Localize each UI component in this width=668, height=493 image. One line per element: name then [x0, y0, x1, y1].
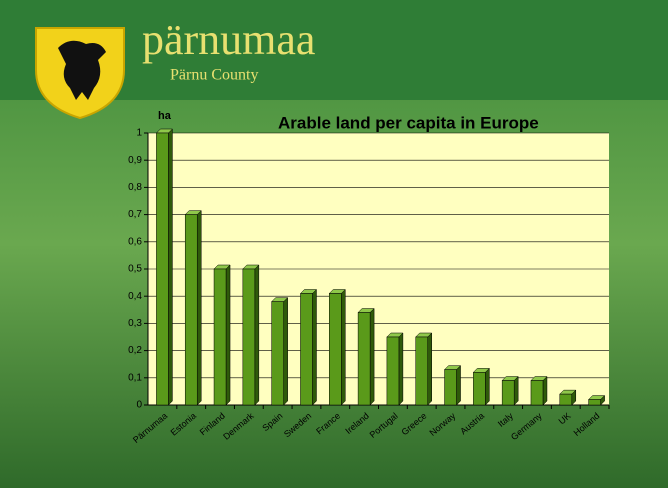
header-title: pärnumaa — [142, 15, 315, 64]
bar — [184, 209, 202, 406]
bar — [299, 288, 318, 406]
bar-face — [329, 293, 342, 406]
bar-face — [456, 365, 461, 406]
bar — [271, 297, 289, 406]
bar-face — [357, 312, 371, 406]
bar-face — [588, 399, 601, 406]
bar — [155, 128, 174, 406]
bar-face — [225, 264, 231, 406]
bar-face — [542, 375, 548, 406]
bar — [472, 367, 490, 406]
bar-face — [312, 288, 317, 406]
bar-face — [300, 293, 313, 406]
bar — [357, 307, 375, 406]
bar-face — [213, 268, 227, 406]
y-tick-label: 0,7 — [128, 209, 142, 220]
bar — [328, 288, 346, 406]
bar-face — [559, 393, 573, 406]
bar-face — [398, 332, 404, 406]
bar — [415, 332, 433, 406]
bar — [213, 264, 231, 406]
bar-face — [196, 209, 202, 406]
bar-face — [271, 301, 284, 406]
bar-face — [485, 367, 490, 406]
bar-face — [341, 288, 346, 406]
bar-face — [369, 307, 375, 406]
bar-face — [530, 380, 544, 406]
bar-face — [501, 380, 515, 406]
bar-face — [254, 264, 260, 406]
bar-face — [283, 297, 288, 406]
y-tick-label: 0,4 — [128, 291, 142, 302]
y-tick-label: 1 — [136, 128, 142, 139]
logo-bear — [58, 40, 106, 100]
bar — [242, 264, 260, 406]
y-tick-label: 0,1 — [128, 372, 142, 383]
bar-face — [415, 336, 428, 406]
y-tick-label: 0,6 — [128, 236, 142, 247]
y-tick-label: 0 — [136, 400, 142, 411]
bar-face — [242, 268, 256, 406]
bar — [501, 375, 519, 406]
bar-face — [156, 132, 169, 406]
bar — [587, 394, 606, 406]
bar-face — [473, 372, 486, 406]
y-tick-label: 0,5 — [128, 264, 142, 275]
y-tick-label: 0,9 — [128, 155, 142, 166]
header-subtitle: Pärnu County — [170, 67, 258, 84]
bar — [386, 332, 404, 406]
y-tick-label: 0,2 — [128, 345, 142, 356]
bar-face — [444, 369, 457, 406]
bar — [443, 365, 462, 406]
y-tick-label: 0,8 — [128, 182, 142, 193]
bar-face — [427, 332, 432, 406]
bar-face — [386, 336, 400, 406]
bar — [530, 375, 548, 406]
bar-face — [513, 375, 519, 406]
chart-title: Arable land per capita in Europe — [278, 113, 539, 132]
y-axis-label: ha — [158, 110, 172, 122]
bar-face — [168, 128, 173, 406]
bar — [559, 389, 577, 406]
bar-face — [184, 214, 198, 406]
y-tick-label: 0,3 — [128, 318, 142, 329]
